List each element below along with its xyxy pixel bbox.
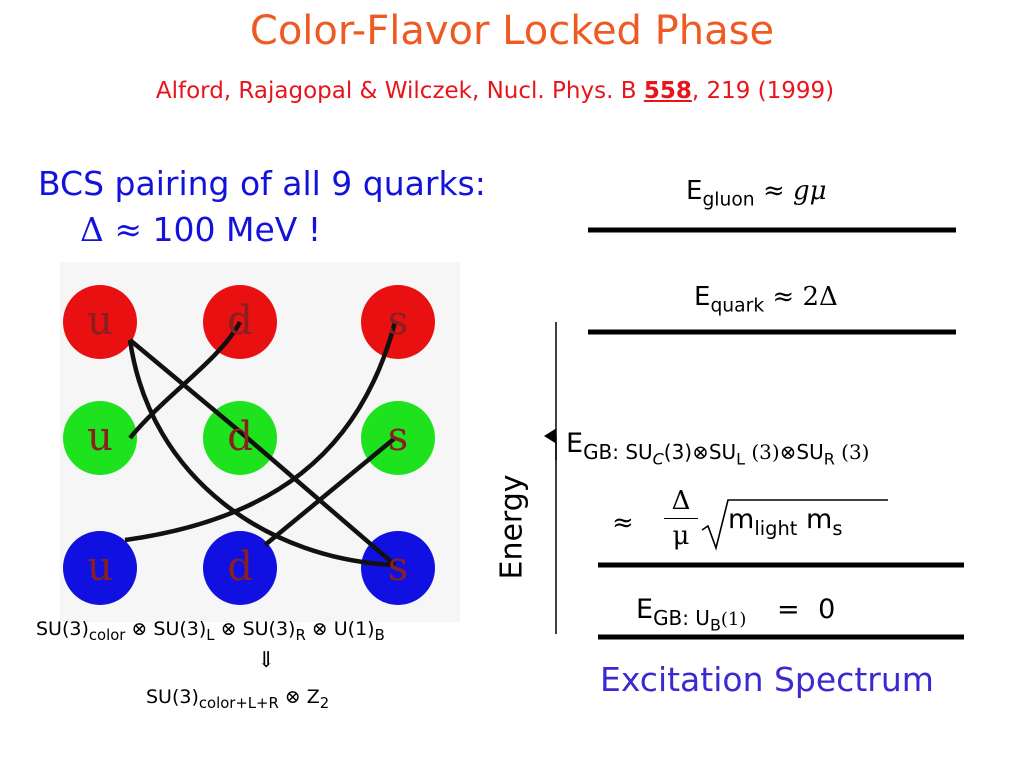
energy-symbol: E bbox=[694, 282, 711, 312]
quark-label-d: d bbox=[227, 414, 253, 460]
quark-subscript: quark bbox=[710, 295, 765, 317]
otimes-symbol: ⊗ bbox=[284, 686, 301, 708]
otimes-symbol: ⊗ bbox=[692, 439, 709, 464]
su-label: SU bbox=[708, 439, 737, 464]
right-subscript: R bbox=[823, 449, 835, 469]
approx-symbol: ≈ bbox=[762, 176, 785, 206]
citation-rest: , 219 (1999) bbox=[691, 78, 835, 104]
quark-labels: u d s u d s u d s bbox=[87, 298, 408, 590]
gb-level-label: EGB: SUC(3)⊗SUL (3)⊗SUR (3) bbox=[566, 428, 869, 469]
energy-symbol: E bbox=[636, 594, 654, 625]
su3-label: SU(3) bbox=[153, 618, 207, 640]
quark-label-d: d bbox=[227, 544, 253, 590]
energy-symbol: E bbox=[566, 428, 584, 459]
energy-axis-label: Energy bbox=[494, 474, 530, 580]
approx-symbol: ≈ bbox=[114, 210, 142, 249]
su-label: SU bbox=[625, 439, 653, 464]
su3-label: SU(3) bbox=[242, 618, 296, 640]
right-subscript: R bbox=[295, 627, 306, 645]
approx-symbol: ≈ bbox=[612, 508, 634, 538]
gluon-level-label: Egluon ≈ gμ bbox=[686, 176, 827, 211]
equals-symbol: = bbox=[776, 594, 800, 625]
quark-label-d: d bbox=[227, 298, 253, 344]
energy-symbol: E bbox=[686, 176, 703, 206]
quark-circle-u-row2 bbox=[63, 401, 137, 475]
fraction-delta-over-mu: Δ μ bbox=[664, 486, 698, 551]
quark-level-label: Equark ≈ 2Δ bbox=[694, 282, 838, 317]
quark-label-s: s bbox=[388, 544, 409, 590]
su3-label: SU(3) bbox=[146, 686, 199, 708]
otimes-symbol: ⊗ bbox=[311, 618, 328, 640]
quark-circle-d-row2 bbox=[203, 401, 277, 475]
gb-subscript: GB: U bbox=[653, 605, 710, 630]
excitation-spectrum-caption: Excitation Spectrum bbox=[600, 660, 934, 699]
sqrt-icon bbox=[701, 499, 888, 551]
quark-circle-u-row1 bbox=[63, 285, 137, 359]
otimes-symbol: ⊗ bbox=[220, 618, 237, 640]
three-label: (3) bbox=[663, 439, 693, 464]
z-subscript: 2 bbox=[319, 695, 330, 713]
pairing-curve-s1-u3 bbox=[124, 321, 398, 543]
approx-symbol: ≈ bbox=[772, 282, 795, 312]
mass-symbol: m bbox=[806, 504, 833, 535]
quark-label-u: u bbox=[87, 298, 113, 344]
left-subscript: L bbox=[206, 627, 215, 645]
bcs-gap-value: Δ ≈ 100 MeV ! bbox=[80, 210, 321, 249]
color-lr-subscript: color+L+R bbox=[198, 695, 279, 713]
quark-circles bbox=[63, 285, 435, 605]
gluon-subscript: gluon bbox=[702, 189, 755, 211]
pairing-curve-u2-d1 bbox=[128, 320, 242, 440]
symmetry-group-before: SU(3)color ⊗ SU(3)L ⊗ SU(3)R ⊗ U(1)B bbox=[36, 618, 385, 644]
gb-u1-level-label: EGB: UB(1) = 0 bbox=[636, 594, 835, 635]
delta-symbol: Δ bbox=[80, 210, 104, 249]
su3-label: SU(3) bbox=[36, 618, 89, 640]
gb-subscript: GB: bbox=[583, 439, 619, 464]
color-subscript: C bbox=[652, 449, 664, 469]
pairing-curve-u1-s3 bbox=[127, 339, 396, 568]
quark-label-u: u bbox=[87, 544, 113, 590]
one-label: (1) bbox=[720, 608, 747, 630]
gap-value: 100 MeV ! bbox=[152, 210, 322, 249]
slide-title: Color-Flavor Locked Phase bbox=[249, 8, 775, 54]
symmetry-group-after: SU(3)color+L+R ⊗ Z2 bbox=[146, 686, 329, 712]
zero-value: 0 bbox=[818, 594, 836, 625]
mass-symbol: m bbox=[728, 504, 755, 535]
three-label: (3) bbox=[751, 439, 780, 464]
gluon-energy-value: gμ bbox=[793, 176, 827, 206]
light-subscript: light bbox=[754, 516, 798, 540]
pairing-line-s2-d3 bbox=[263, 436, 397, 547]
bcs-heading: BCS pairing of all 9 quarks: bbox=[38, 164, 486, 203]
u1-label: U(1) bbox=[333, 618, 375, 640]
quark-label-u: u bbox=[87, 414, 113, 460]
fraction-numerator: Δ bbox=[671, 486, 691, 516]
quark-circle-u-row3 bbox=[63, 531, 137, 605]
su-label: SU bbox=[796, 439, 824, 464]
quark-circle-d-row3 bbox=[203, 531, 277, 605]
otimes-symbol: ⊗ bbox=[779, 439, 797, 464]
color-subscript: color bbox=[88, 627, 126, 645]
breaking-arrow-icon: ⇓ bbox=[257, 648, 276, 673]
sqrt-argument: mlight ms bbox=[728, 504, 842, 540]
strange-subscript: s bbox=[832, 516, 843, 540]
three-label: (3) bbox=[841, 439, 870, 464]
citation-volume: 558 bbox=[643, 78, 692, 104]
pairing-lines bbox=[124, 320, 398, 568]
quark-energy-value: 2Δ bbox=[802, 282, 838, 312]
z-label: Z bbox=[306, 686, 320, 708]
fraction-denominator: μ bbox=[672, 521, 690, 551]
baryon-subscript: B bbox=[709, 615, 721, 635]
quark-label-s: s bbox=[388, 414, 409, 460]
pairing-line-d2-s3 bbox=[236, 428, 397, 567]
quark-circle-s-row2 bbox=[361, 401, 435, 475]
otimes-symbol: ⊗ bbox=[131, 618, 148, 640]
citation: Alford, Rajagopal & Wilczek, Nucl. Phys.… bbox=[0, 78, 990, 104]
citation-authors: Alford, Rajagopal & Wilczek, Nucl. Phys.… bbox=[155, 78, 637, 104]
left-subscript: L bbox=[736, 449, 746, 469]
baryon-subscript: B bbox=[374, 627, 385, 645]
quark-circle-s-row1 bbox=[361, 285, 435, 359]
fraction-bar bbox=[664, 518, 698, 519]
quark-label-s: s bbox=[388, 298, 409, 344]
